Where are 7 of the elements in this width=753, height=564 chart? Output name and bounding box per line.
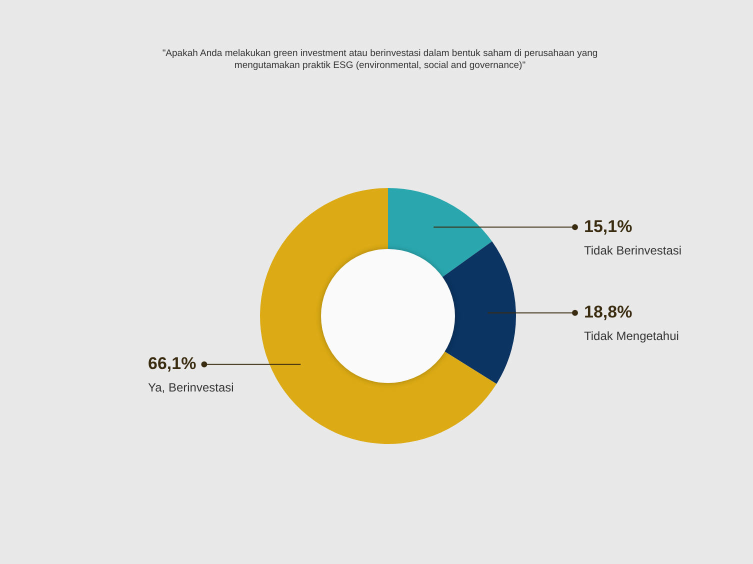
slice-label: Tidak Berinvestasi [584,243,682,258]
data-label: 18,8% [584,302,632,322]
chart-title: "Apakah Anda melakukan green investment atau berinvestasi dalam bentuk saham di perusahaan yang mengutamakan praktik ESG (environmental, social and governance)" [161,48,599,72]
data-label: 15,1% [584,216,632,236]
slice-label: Ya, Berinvestasi [148,380,234,395]
data-label: 66,1% [148,354,196,374]
slice-label: Tidak Mengetahui [584,329,679,344]
